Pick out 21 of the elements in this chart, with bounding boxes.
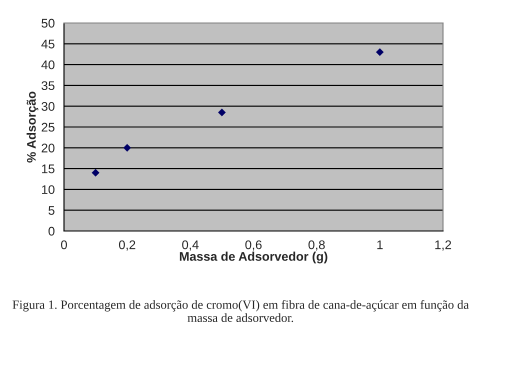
x-tick-label: 0,4 — [182, 240, 199, 251]
x-tick-label: 0,6 — [245, 240, 262, 251]
x-tick-label: 0,8 — [308, 240, 325, 251]
y-tick-label: 5 — [48, 206, 54, 215]
x-axis-title: Massa de Adsorvedor (g) — [180, 252, 328, 264]
y-tick-label: 35 — [42, 81, 54, 90]
y-tick-label: 20 — [42, 144, 54, 152]
y-tick-label: 25 — [42, 122, 54, 132]
y-tick-label: 50 — [42, 18, 54, 28]
y-tick-label: 15 — [42, 164, 54, 174]
y-axis-title: % Adsorção — [26, 92, 38, 163]
y-tick-label: 0 — [48, 226, 54, 236]
y-tick-label: 10 — [42, 185, 54, 194]
y-tick-label: 40 — [41, 60, 54, 70]
text: Figura 1. Porcentagem de adsorção de cromo(VI) em fibra de cana-de-açúcar em função da massa de adsorvedor. — [12, 300, 469, 322]
x-tick-label: 1 — [377, 240, 383, 250]
x-tick-label: 0,2 — [118, 240, 136, 251]
x-tick-label: 1,2 — [435, 240, 452, 251]
y-tick-label: 30 — [42, 102, 54, 111]
y-tick-label: 45 — [41, 40, 54, 48]
x-tick-label: 0 — [61, 240, 67, 250]
